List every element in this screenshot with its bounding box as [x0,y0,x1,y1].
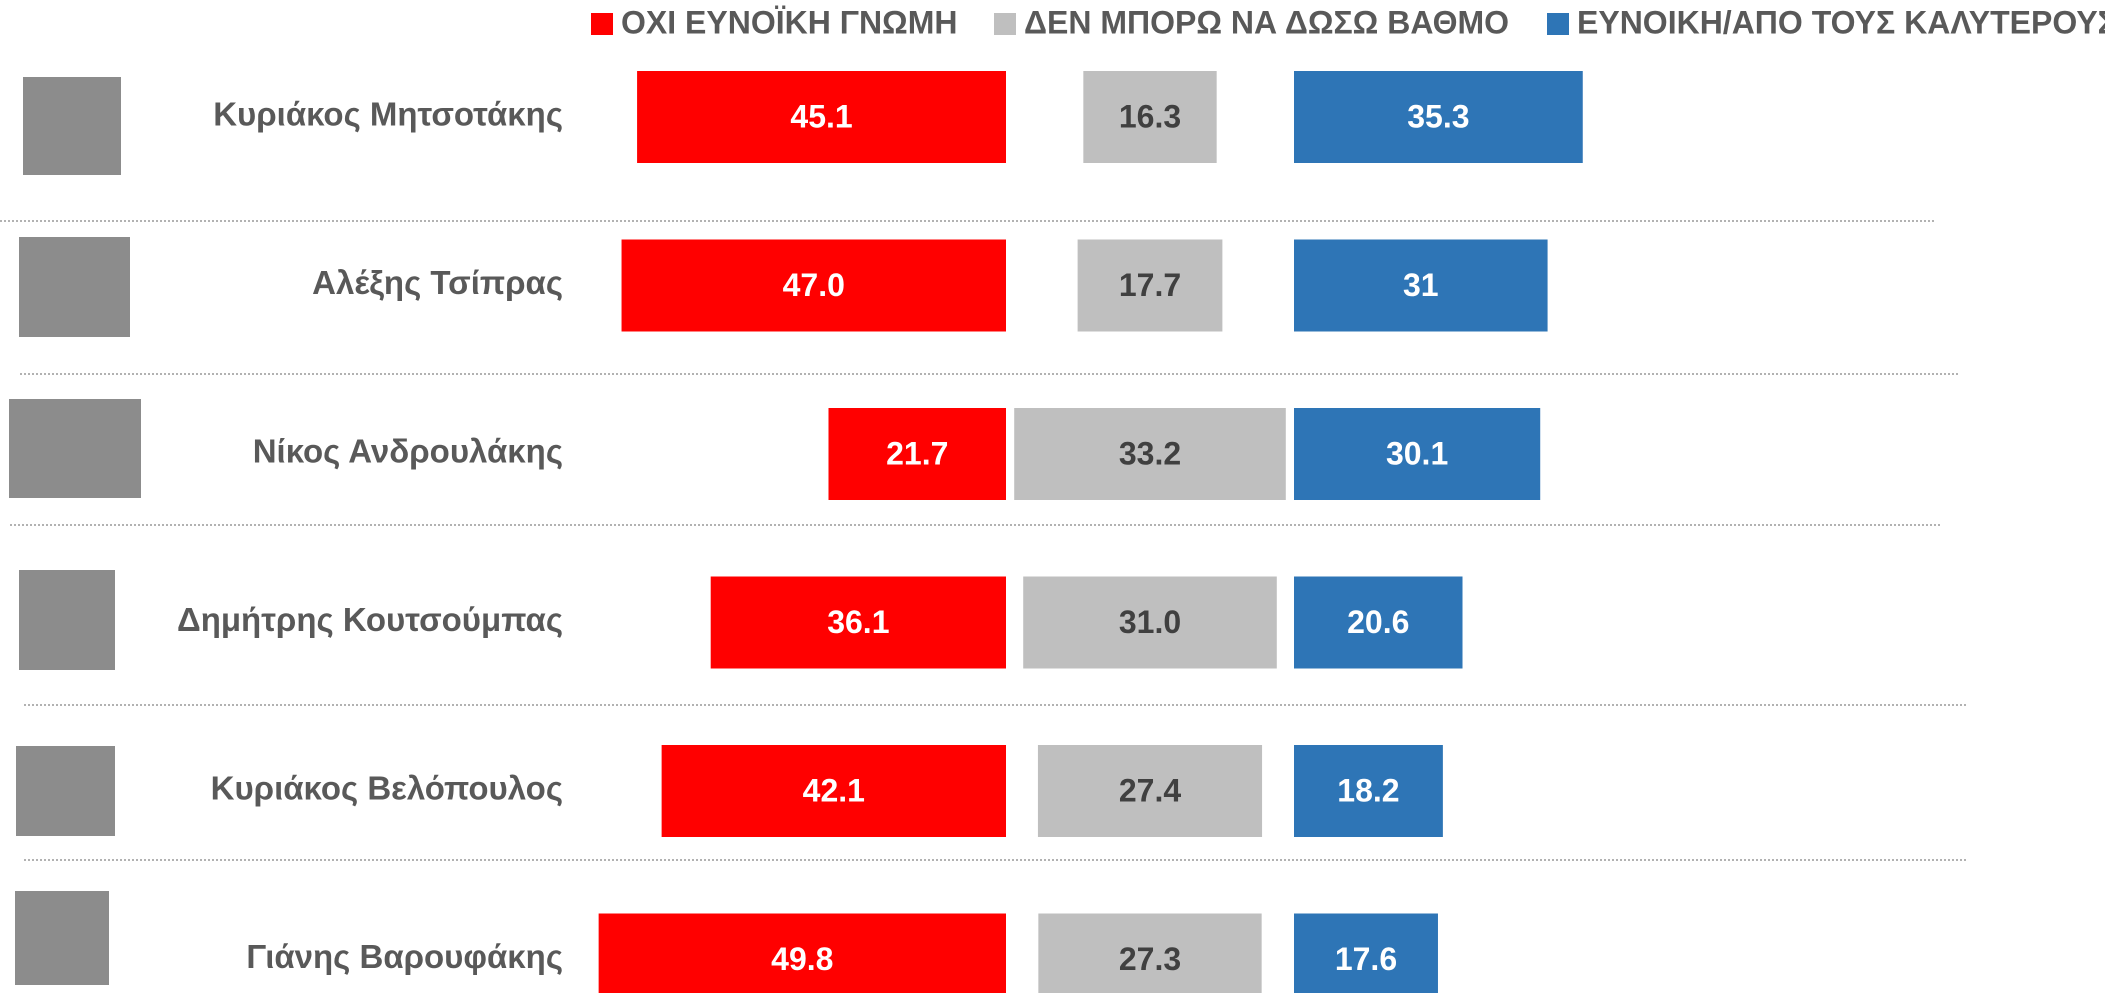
value-label: 16.3 [1119,98,1181,134]
legend-label: ΕΥΝΟΙΚΗ/ΑΠΟ ΤΟΥΣ ΚΑΛΥΤΕΡΟΥΣ [1577,4,2105,40]
category-label: Γιάνης Βαρουφάκης [246,938,563,975]
category-label: Κυριάκος Μητσοτάκης [213,96,563,133]
value-label: 47.0 [783,267,845,303]
bar [828,408,1006,500]
value-label: 31 [1403,267,1439,303]
value-label: 35.3 [1407,98,1469,134]
bar [1038,913,1262,993]
value-label: 17.6 [1335,941,1397,977]
bar [1294,239,1548,332]
category-label: Κυριάκος Βελόπουλος [211,770,563,807]
value-label: 18.2 [1337,772,1399,808]
bar [1294,745,1443,837]
bar [1083,71,1217,163]
photo [23,77,121,175]
bar [1294,71,1583,163]
value-label: 33.2 [1119,435,1181,471]
value-label: 27.4 [1119,772,1181,808]
bar [1037,745,1263,837]
legend-swatch [994,13,1016,35]
photo [19,570,115,670]
value-label: 17.7 [1119,267,1181,303]
bar [1294,913,1438,993]
value-label: 31.0 [1119,604,1181,640]
photo [19,237,130,337]
value-label: 36.1 [827,604,889,640]
bar [710,576,1006,669]
value-label: 21.7 [886,435,948,471]
bar [661,745,1006,837]
legend-swatch [1547,13,1569,35]
bar [621,239,1006,332]
photo [16,746,115,836]
bar [1014,408,1286,500]
value-label: 42.1 [803,772,865,808]
bar [1023,576,1277,669]
bar [1294,408,1541,500]
bar [1077,239,1223,332]
legend-label: ΔΕΝ ΜΠΟΡΩ ΝΑ ΔΩΣΩ ΒΑΘΜΟ [1024,4,1509,40]
category-label: Αλέξης Τσίπρας [312,264,563,301]
photo [15,891,109,985]
category-label: Δημήτρης Κουτσούμπας [177,601,563,638]
value-label: 27.3 [1119,941,1181,977]
value-label: 49.8 [771,941,833,977]
photos [9,77,141,985]
photo [9,399,141,498]
legend-swatch [591,13,613,35]
value-label: 20.6 [1347,604,1409,640]
bar [598,913,1006,993]
bar [637,71,1006,163]
separators [0,220,1968,861]
value-label: 45.1 [790,98,852,134]
value-label: 30.1 [1386,435,1448,471]
bar [1294,576,1463,669]
category-label: Νίκος Ανδρουλάκης [253,433,563,470]
legend-label: ΟΧΙ ΕΥΝΟΪΚΗ ΓΝΩΜΗ [621,4,957,40]
